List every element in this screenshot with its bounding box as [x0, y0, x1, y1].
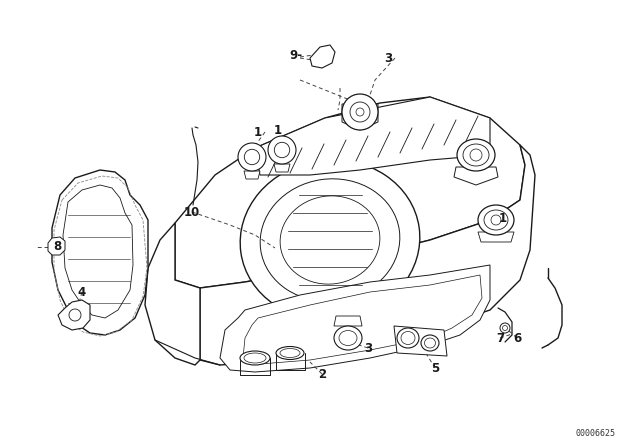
- Polygon shape: [63, 185, 133, 318]
- Polygon shape: [478, 232, 514, 242]
- Polygon shape: [244, 171, 260, 179]
- Circle shape: [500, 323, 510, 333]
- Ellipse shape: [457, 139, 495, 171]
- Polygon shape: [310, 45, 335, 68]
- Circle shape: [350, 102, 370, 122]
- Text: 10: 10: [184, 206, 200, 219]
- Text: 4: 4: [78, 285, 86, 298]
- Circle shape: [470, 149, 482, 161]
- Ellipse shape: [240, 160, 420, 320]
- Ellipse shape: [244, 353, 266, 363]
- Ellipse shape: [397, 328, 419, 348]
- Polygon shape: [454, 167, 498, 185]
- Polygon shape: [145, 223, 200, 365]
- Text: 2: 2: [318, 367, 326, 380]
- Ellipse shape: [484, 210, 508, 230]
- Polygon shape: [334, 316, 362, 326]
- Polygon shape: [394, 326, 447, 356]
- Polygon shape: [48, 237, 65, 255]
- Polygon shape: [175, 97, 525, 288]
- Circle shape: [69, 309, 81, 321]
- Ellipse shape: [280, 196, 380, 284]
- Circle shape: [342, 94, 378, 130]
- Circle shape: [275, 142, 290, 158]
- Text: 9-: 9-: [289, 48, 303, 61]
- Circle shape: [268, 136, 296, 164]
- Ellipse shape: [463, 144, 489, 166]
- Ellipse shape: [424, 338, 435, 348]
- Polygon shape: [243, 275, 482, 364]
- Text: 7: 7: [496, 332, 504, 345]
- Ellipse shape: [339, 331, 357, 345]
- Ellipse shape: [280, 349, 300, 358]
- Polygon shape: [200, 145, 535, 365]
- Text: 3: 3: [384, 52, 392, 65]
- Text: 6: 6: [513, 332, 521, 345]
- Ellipse shape: [276, 346, 304, 359]
- Circle shape: [238, 143, 266, 171]
- Polygon shape: [58, 300, 90, 330]
- Text: 5: 5: [431, 362, 439, 375]
- Circle shape: [491, 215, 501, 225]
- Circle shape: [356, 108, 364, 116]
- Circle shape: [244, 149, 260, 165]
- Polygon shape: [274, 164, 290, 172]
- Text: 1: 1: [254, 125, 262, 138]
- Text: 8: 8: [53, 240, 61, 253]
- Polygon shape: [342, 104, 378, 130]
- Polygon shape: [220, 265, 490, 372]
- Polygon shape: [255, 97, 490, 175]
- Text: 3: 3: [364, 341, 372, 354]
- Circle shape: [502, 326, 508, 331]
- Ellipse shape: [240, 351, 270, 365]
- Text: 1: 1: [499, 211, 507, 224]
- Ellipse shape: [478, 205, 514, 235]
- Ellipse shape: [334, 326, 362, 350]
- Text: 1: 1: [274, 124, 282, 137]
- Ellipse shape: [260, 179, 400, 301]
- Ellipse shape: [421, 335, 439, 351]
- Text: 00006625: 00006625: [575, 429, 615, 438]
- Ellipse shape: [401, 332, 415, 345]
- Polygon shape: [52, 170, 148, 335]
